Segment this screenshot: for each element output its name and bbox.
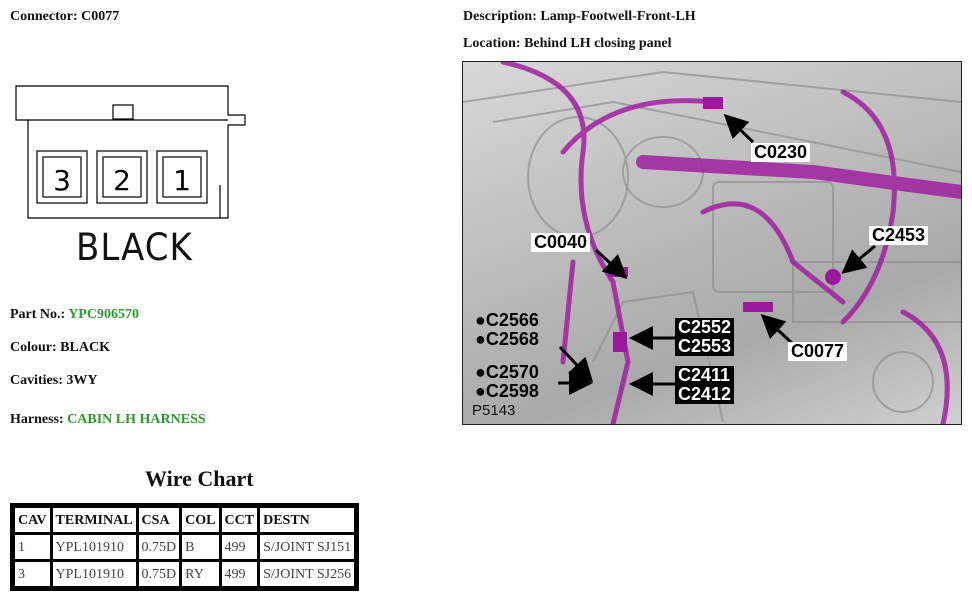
connector-label: Connector: [10, 9, 78, 24]
connector-value: C0077 [81, 9, 120, 24]
location-heading: Location: Behind LH closing panel [463, 36, 672, 52]
cavities-label: Cavities: [10, 373, 63, 388]
callout-c0077: C0077 [788, 342, 848, 361]
part-no-label: Part No.: [10, 307, 66, 322]
cavity-1-box [156, 150, 208, 204]
table-header-row: CAV TERMINAL CSA COL CCT DESTN [15, 508, 355, 532]
column-header: TERMINAL [52, 508, 136, 532]
column-header: CSA [138, 508, 180, 532]
connector-heading: Connector: C0077 [10, 9, 119, 25]
cell-csa: 0.75D [138, 562, 180, 586]
column-header: COL [182, 508, 219, 532]
callout-c2570: ●C2570 [475, 362, 539, 382]
harness-row: Harness: CABIN LH HARNESS [10, 412, 206, 428]
connector-face-diagram: 3 2 1 [15, 85, 246, 219]
callout-c2411: C2411 [678, 365, 731, 385]
colour-value: BLACK [60, 340, 110, 355]
callout-c2570-c2598: ●C2570 ●C2598 [472, 363, 542, 401]
callout-c2552: C2552 [678, 317, 732, 337]
colour-row: Colour: BLACK [10, 340, 110, 356]
callout-c2566-c2568: ●C2566 ●C2568 [472, 311, 542, 349]
cell-terminal: YPL101910 [52, 562, 136, 586]
location-label: Location: [463, 36, 521, 51]
wire-chart-title: Wire Chart [145, 466, 254, 491]
cell-cct: 499 [221, 535, 258, 559]
picture-id: P5143 [472, 402, 516, 419]
connector-outline [15, 85, 246, 219]
harness-label: Harness: [10, 412, 64, 427]
column-header: DESTN [260, 508, 355, 532]
cell-destn: S/JOINT SJ151 [260, 535, 355, 559]
cavities-value: 3WY [66, 373, 98, 388]
callout-c0040: C0040 [531, 233, 591, 252]
arrow-c2453 [841, 244, 876, 274]
part-no-row: Part No.: YPC906570 [10, 307, 139, 323]
harness-wires [500, 62, 961, 424]
cell-cav: 1 [15, 535, 50, 559]
cell-col: B [182, 535, 219, 559]
column-header: CCT [221, 508, 258, 532]
cavity-2-box [96, 150, 148, 204]
location-picture: C0230 C0040 C2453 C0077 C2552 C2553 C241… [462, 61, 962, 425]
callout-c2453: C2453 [869, 226, 929, 245]
location-value: Behind LH closing panel [524, 36, 672, 51]
callout-c2568: ●C2568 [475, 329, 539, 349]
description-label: Description: [463, 9, 537, 24]
arrow-c0040 [594, 248, 628, 280]
cell-cav: 3 [15, 562, 50, 586]
table-row: 1 YPL101910 0.75D B 499 S/JOINT SJ151 [15, 535, 355, 559]
cell-terminal: YPL101910 [52, 535, 136, 559]
callout-c0230: C0230 [751, 143, 811, 162]
callout-arrows [558, 113, 876, 396]
callout-c2412: C2412 [678, 384, 732, 404]
callout-c2553: C2553 [678, 336, 732, 356]
cell-destn: S/JOINT SJ256 [260, 562, 355, 586]
description-value: Lamp-Footwell-Front-LH [540, 9, 696, 24]
column-header: CAV [15, 508, 50, 532]
connector-colour-text: BLACK [76, 226, 193, 270]
cavity-number: 1 [173, 164, 191, 197]
cell-csa: 0.75D [138, 535, 180, 559]
cavity-3-box [36, 150, 88, 204]
connector-markers [608, 97, 841, 352]
cavity-number: 3 [53, 164, 71, 197]
description-heading: Description: Lamp-Footwell-Front-LH [463, 9, 696, 25]
callout-c2566: ●C2566 [475, 310, 539, 330]
harness-value[interactable]: CABIN LH HARNESS [67, 412, 206, 427]
callout-c2411-c2412: C2411 C2412 [675, 365, 735, 404]
cell-col: RY [182, 562, 219, 586]
table-row: 3 YPL101910 0.75D RY 499 S/JOINT SJ256 [15, 562, 355, 586]
cavities-row: Cavities: 3WY [10, 373, 98, 389]
colour-label: Colour: [10, 340, 57, 355]
cell-cct: 499 [221, 562, 258, 586]
part-no-value[interactable]: YPC906570 [68, 307, 139, 322]
arrow-c0077 [760, 313, 795, 346]
wire-chart-table: CAV TERMINAL CSA COL CCT DESTN 1 YPL1019… [10, 503, 360, 591]
arrow-c0230 [723, 113, 755, 144]
connector-latch [112, 104, 134, 120]
callout-c2598: ●C2598 [475, 381, 539, 401]
callout-c2552-c2553: C2552 C2553 [675, 317, 735, 356]
cavity-number: 2 [113, 164, 131, 197]
